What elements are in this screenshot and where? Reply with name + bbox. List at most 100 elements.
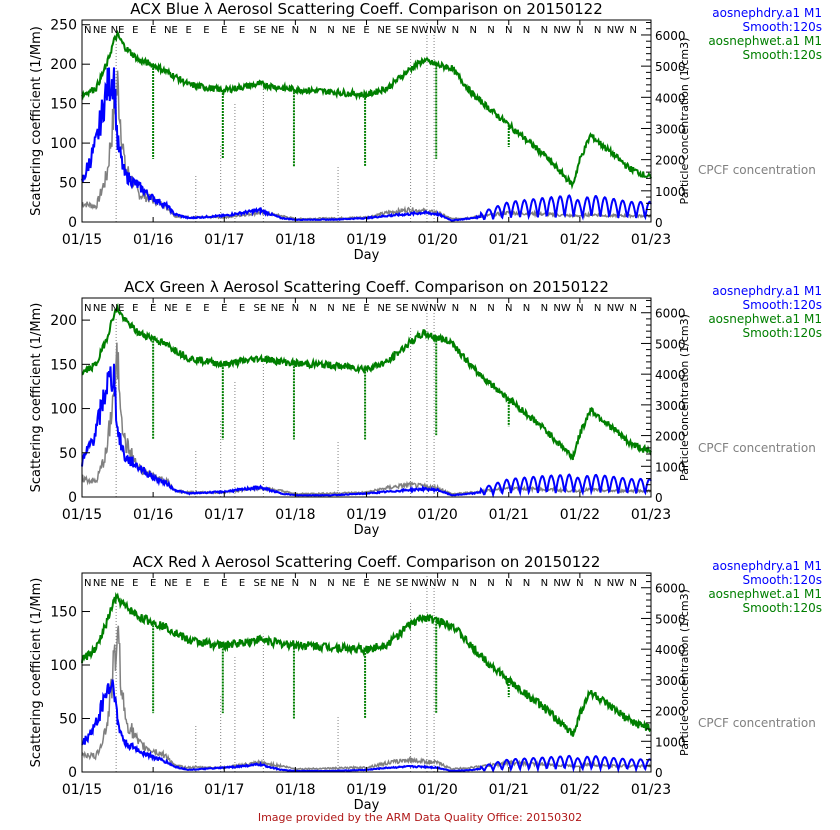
wind-direction-label: NW bbox=[553, 303, 570, 314]
wind-direction-label: E bbox=[186, 25, 192, 36]
wind-direction-label: E bbox=[221, 25, 227, 36]
chart-title: ACX Red λ Aerosol Scattering Coeff. Comp… bbox=[133, 553, 601, 571]
y2-tick-label: 0 bbox=[655, 491, 663, 505]
wind-direction-label: N bbox=[84, 25, 91, 36]
wind-direction-label: NE bbox=[271, 578, 285, 589]
wind-direction-label: NW bbox=[607, 578, 624, 589]
y2-tick-label: 6000 bbox=[655, 307, 686, 321]
y2-tick-label: 2000 bbox=[655, 154, 686, 168]
plot-frame bbox=[81, 572, 652, 773]
wind-direction-label: E bbox=[150, 303, 156, 314]
legend-entry-cpcf: CPCF concentration bbox=[698, 441, 816, 455]
y-tick-label: 0 bbox=[68, 215, 77, 231]
wind-direction-label: E bbox=[239, 578, 245, 589]
wind-direction-label: SE bbox=[396, 578, 409, 589]
wind-direction-label: N bbox=[523, 303, 530, 314]
x-tick-label: 01/17 bbox=[204, 507, 244, 523]
wind-direction-label: NE bbox=[111, 578, 125, 589]
wind-direction-label: NE bbox=[164, 578, 178, 589]
wind-direction-label: E bbox=[186, 303, 192, 314]
legend-entry: aosnephwet.a1 M1 bbox=[708, 587, 822, 601]
x-tick-label: 01/20 bbox=[417, 507, 457, 523]
wind-direction-label: NE bbox=[342, 303, 356, 314]
wind-direction-label: E bbox=[239, 25, 245, 36]
wind-direction-label: E bbox=[363, 303, 369, 314]
x-tick-label: 01/23 bbox=[631, 232, 671, 248]
x-tick-label: 01/16 bbox=[133, 507, 173, 523]
wind-direction-label: N bbox=[487, 303, 494, 314]
wind-direction-label: E bbox=[150, 578, 156, 589]
x-tick-label: 01/19 bbox=[346, 507, 386, 523]
y-tick-label: 100 bbox=[50, 136, 77, 152]
legend-entry: Smooth:120s bbox=[743, 601, 823, 615]
wind-direction-label: NE bbox=[342, 578, 356, 589]
y-axis-label: Scattering coefficient (1/Mm) bbox=[29, 26, 44, 216]
wind-direction-label: NE bbox=[111, 25, 125, 36]
wind-direction-label: N bbox=[469, 303, 476, 314]
wind-direction-label: NW bbox=[607, 303, 624, 314]
wind-direction-label: E bbox=[203, 25, 209, 36]
y-axis-label: Scattering coefficient (1/Mm) bbox=[29, 303, 44, 493]
y2-axis-label: Particle concentration (1/cm3) bbox=[678, 589, 691, 756]
wind-direction-label: N bbox=[487, 25, 494, 36]
legend-entry: aosnephwet.a1 M1 bbox=[708, 34, 822, 48]
wind-direction-label: NW bbox=[607, 25, 624, 36]
wind-direction-label: N bbox=[452, 578, 459, 589]
y2-tick-label: 2000 bbox=[655, 430, 686, 444]
y2-tick-label: 4000 bbox=[655, 643, 686, 657]
y2-tick-label: 4000 bbox=[655, 368, 686, 382]
panel-2: ACX Green λ Aerosol Scattering Coeff. Co… bbox=[29, 278, 822, 538]
x-axis-label: Day bbox=[354, 523, 380, 538]
y2-tick-label: 1000 bbox=[655, 735, 686, 749]
wind-direction-label: N bbox=[327, 578, 334, 589]
wind-direction-label: E bbox=[186, 578, 192, 589]
y2-tick-label: 5000 bbox=[655, 612, 686, 626]
x-tick-label: 01/21 bbox=[489, 232, 529, 248]
x-tick-label: 01/17 bbox=[204, 782, 244, 798]
footer-credit: Image provided by the ARM Data Quality O… bbox=[258, 811, 582, 824]
wind-direction-label: E bbox=[221, 303, 227, 314]
wind-direction-label: N bbox=[327, 303, 334, 314]
x-tick-label: 01/15 bbox=[62, 507, 102, 523]
wind-direction-label: E bbox=[221, 578, 227, 589]
y-tick-label: 150 bbox=[50, 357, 77, 373]
y2-tick-label: 1000 bbox=[655, 185, 686, 199]
x-tick-label: 01/18 bbox=[275, 782, 315, 798]
y-tick-label: 50 bbox=[59, 176, 77, 192]
wind-direction-label: SE bbox=[253, 578, 266, 589]
wind-direction-label: E bbox=[203, 578, 209, 589]
wind-direction-label: SE bbox=[253, 25, 266, 36]
wet-scattering-line bbox=[81, 592, 652, 737]
wind-direction-label: E bbox=[363, 25, 369, 36]
wind-direction-label: E bbox=[239, 303, 245, 314]
wind-direction-label: NW bbox=[553, 25, 570, 36]
wind-direction-label: N bbox=[84, 578, 91, 589]
wind-direction-label: N bbox=[309, 303, 316, 314]
y-tick-label: 0 bbox=[68, 490, 77, 506]
plot-frame bbox=[81, 297, 652, 498]
wind-direction-label: N bbox=[576, 25, 583, 36]
wind-direction-label: SE bbox=[396, 303, 409, 314]
dry-scattering-line bbox=[81, 363, 652, 499]
y2-tick-label: 2000 bbox=[655, 705, 686, 719]
wet-scattering-line bbox=[81, 29, 652, 190]
wind-direction-label: N bbox=[576, 303, 583, 314]
wind-direction-label: N bbox=[452, 25, 459, 36]
legend-entry: Smooth:120s bbox=[743, 573, 823, 587]
x-tick-label: 01/23 bbox=[631, 507, 671, 523]
x-tick-label: 01/15 bbox=[62, 232, 102, 248]
wind-direction-label: E bbox=[363, 578, 369, 589]
wind-direction-label: SE bbox=[253, 303, 266, 314]
wind-direction-label: NW bbox=[411, 303, 428, 314]
x-tick-label: 01/16 bbox=[133, 782, 173, 798]
legend-entry: aosnephdry.a1 M1 bbox=[712, 6, 822, 20]
y-tick-label: 150 bbox=[50, 605, 77, 621]
wind-direction-label: E bbox=[150, 25, 156, 36]
legend-entry: Smooth:120s bbox=[743, 326, 823, 340]
wind-direction-label: N bbox=[452, 303, 459, 314]
y-tick-label: 100 bbox=[50, 658, 77, 674]
x-tick-label: 01/21 bbox=[489, 507, 529, 523]
y2-tick-label: 0 bbox=[655, 216, 663, 230]
wind-direction-label: N bbox=[576, 578, 583, 589]
chart-title: ACX Green λ Aerosol Scattering Coeff. Co… bbox=[124, 278, 609, 296]
